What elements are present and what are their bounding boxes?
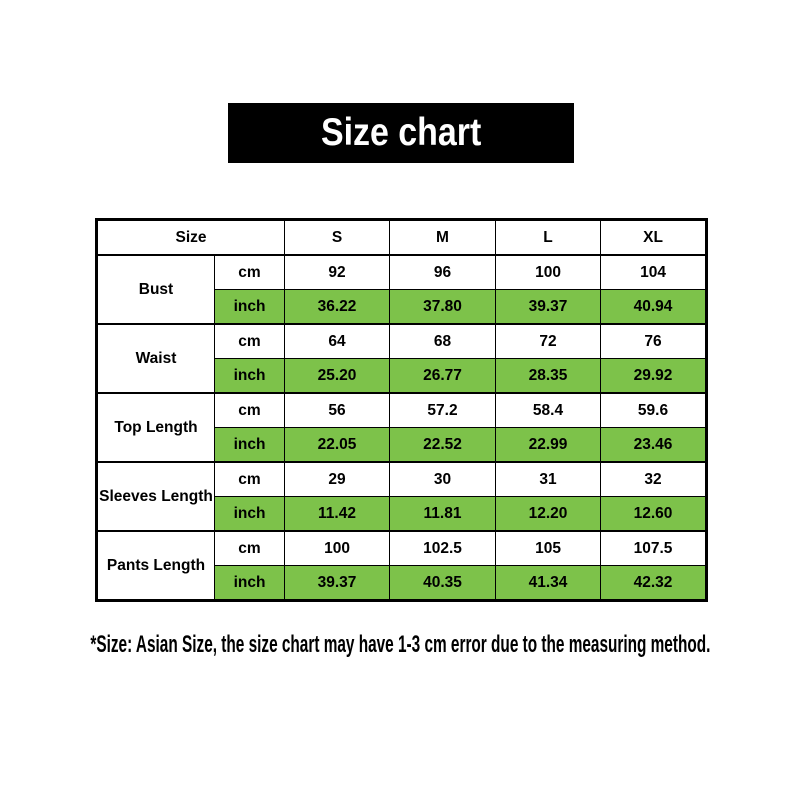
unit-cm-cell: cm [213,461,286,497]
value-cell: 57.2 [389,392,497,428]
value-cell: 11.81 [389,496,497,532]
value-cell: 39.37 [495,289,602,325]
value-cell: 28.35 [495,358,602,394]
size-chart-banner: Size chart [228,103,574,163]
unit-cm-cell: cm [213,392,286,428]
value-cell: 41.34 [495,565,602,601]
value-cell: 58.4 [495,392,602,428]
size-column-header-xl: XL [600,219,708,256]
size-table: Size S M L XL Bust cm 92 96 100 104 inch… [95,218,709,602]
value-cell: 32 [600,461,708,497]
size-column-header-l: L [495,219,602,256]
header-row: Size S M L XL [95,219,708,256]
value-cell: 72 [495,323,602,359]
unit-inch-cell: inch [213,427,286,463]
value-cell: 12.60 [600,496,708,532]
row-bust-inch: inch 36.22 37.80 39.37 40.94 [97,289,708,325]
size-note-text: *Size: Asian Size, the size chart may ha… [90,631,710,658]
value-cell: 68 [389,323,497,359]
value-cell: 36.22 [284,289,391,325]
row-waist-cm: Waist cm 64 68 72 76 [96,323,708,394]
value-cell: 39.37 [284,565,391,601]
value-cell: 29 [284,461,391,497]
value-cell: 107.5 [600,530,708,566]
row-group-label-top-length: Top Length [96,392,215,463]
value-cell: 23.46 [600,427,708,463]
size-column-header-m: M [389,219,497,256]
size-header-cell: Size [95,219,286,256]
unit-inch-cell: inch [213,565,286,601]
value-cell: 22.05 [284,427,391,463]
row-waist-inch: inch 25.20 26.77 28.35 29.92 [97,358,708,394]
row-top-length-cm: Top Length cm 56 57.2 58.4 59.6 [96,392,708,463]
value-cell: 11.42 [284,496,391,532]
unit-cm-cell: cm [213,254,286,290]
value-cell: 26.77 [389,358,497,394]
page-title: Size chart [320,111,482,154]
row-sleeves-length-inch: inch 11.42 11.81 12.20 12.60 [97,496,708,532]
value-cell: 64 [284,323,391,359]
value-cell: 40.94 [600,289,708,325]
value-cell: 30 [389,461,497,497]
unit-cm-cell: cm [213,323,286,359]
value-cell: 12.20 [495,496,602,532]
value-cell: 40.35 [389,565,497,601]
value-cell: 100 [495,254,602,290]
value-cell: 105 [495,530,602,566]
unit-inch-cell: inch [213,496,286,532]
row-pants-length-cm: Pants Length cm 100 102.5 105 107.5 [96,530,708,601]
row-group-label-waist: Waist [96,323,215,394]
row-group-label-sleeves-length: Sleeves Length [96,461,215,532]
value-cell: 56 [284,392,391,428]
size-column-header-s: S [284,219,391,256]
size-note: *Size: Asian Size, the size chart may ha… [0,629,800,661]
value-cell: 29.92 [600,358,708,394]
value-cell: 31 [495,461,602,497]
value-cell: 76 [600,323,708,359]
row-top-length-inch: inch 22.05 22.52 22.99 23.46 [97,427,708,463]
value-cell: 42.32 [600,565,708,601]
value-cell: 102.5 [389,530,497,566]
value-cell: 22.99 [495,427,602,463]
row-pants-length-inch: inch 39.37 40.35 41.34 42.32 [97,565,708,601]
value-cell: 96 [389,254,497,290]
value-cell: 59.6 [600,392,708,428]
value-cell: 100 [284,530,391,566]
unit-inch-cell: inch [213,358,286,394]
row-sleeves-length-cm: Sleeves Length cm 29 30 31 32 [96,461,708,532]
row-bust-cm: Bust cm 92 96 100 104 [96,254,708,325]
unit-inch-cell: inch [213,289,286,325]
value-cell: 25.20 [284,358,391,394]
value-cell: 22.52 [389,427,497,463]
row-group-label-pants-length: Pants Length [96,530,215,601]
row-group-label-bust: Bust [96,254,215,325]
value-cell: 37.80 [389,289,497,325]
value-cell: 104 [600,254,708,290]
value-cell: 92 [284,254,391,290]
unit-cm-cell: cm [213,530,286,566]
